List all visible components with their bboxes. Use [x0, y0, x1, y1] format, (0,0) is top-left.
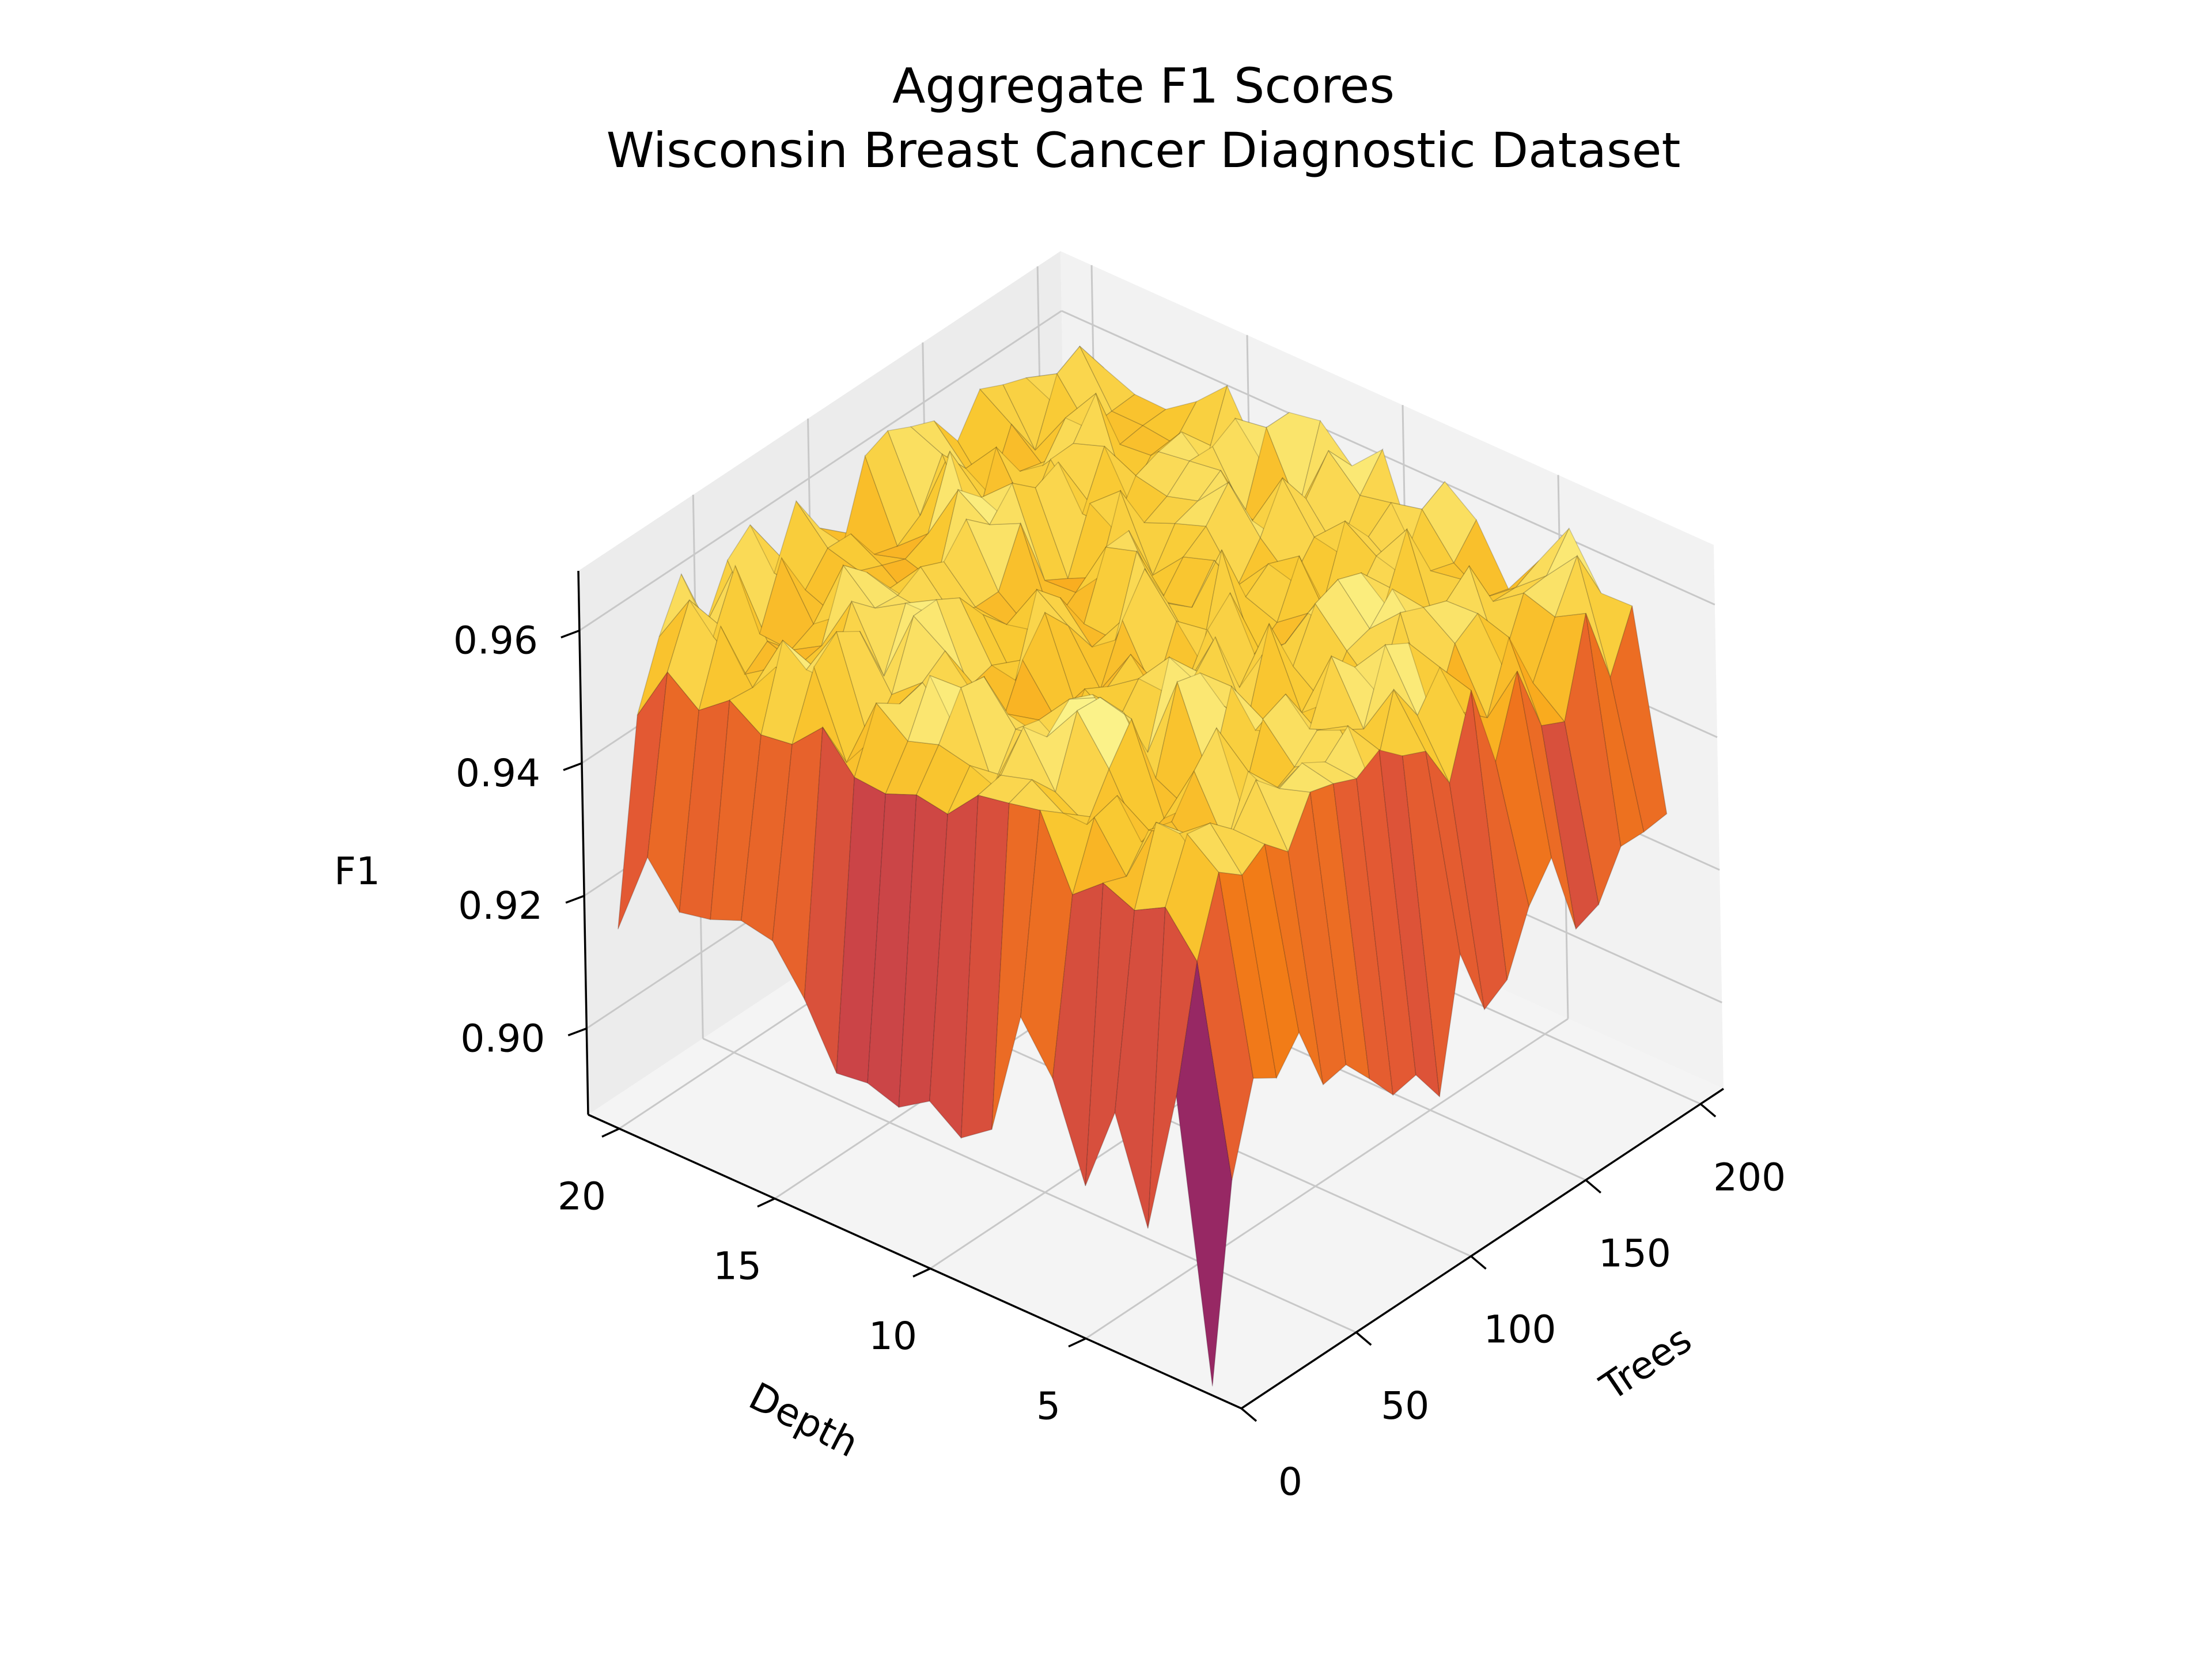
surface-facet — [1111, 393, 1167, 426]
surface-facet — [1609, 605, 1668, 833]
y-tick-label: 5 — [1036, 1384, 1060, 1429]
y-tick-mark — [1068, 1337, 1086, 1348]
surface-facet — [1266, 412, 1321, 511]
x-tick-label: 150 — [1599, 1232, 1671, 1276]
chart-subtitle: Wisconsin Breast Cancer Diagnostic Datas… — [607, 122, 1681, 179]
chart-title: Aggregate F1 Scores — [892, 58, 1395, 114]
x-tick-mark — [1240, 1407, 1257, 1422]
grid-z-side — [1061, 310, 1715, 605]
z-tick-mark — [565, 895, 585, 904]
y-tick-label: 10 — [869, 1314, 917, 1358]
x-tick-label: 100 — [1484, 1308, 1556, 1352]
axis-lines — [577, 570, 1724, 1410]
surface-facet — [1546, 527, 1602, 594]
y-tick-label: 20 — [558, 1174, 606, 1218]
x-tick-label: 50 — [1381, 1384, 1429, 1428]
y-tick-mark — [757, 1198, 775, 1208]
y-tick-mark — [601, 1127, 620, 1138]
surface-facet — [1516, 528, 1570, 588]
x-tick-label: 200 — [1713, 1155, 1786, 1199]
grid-z-back — [579, 310, 1062, 631]
z-axis-line — [577, 570, 589, 1115]
y-axis-label: Depth — [742, 1374, 865, 1466]
z-tick-label: 0.90 — [460, 1016, 545, 1060]
z-tick-mark — [567, 1027, 587, 1036]
surface-facet — [1485, 560, 1539, 598]
y-tick-label: 15 — [713, 1244, 762, 1289]
z-tick-label: 0.96 — [453, 619, 538, 663]
y-axis-line — [588, 1113, 1242, 1410]
z-axis-label: F1 — [334, 849, 380, 893]
z-tick-mark — [563, 762, 582, 771]
tick-labels: 0 50 100 150 200 5 10 15 20 0.90 0.92 0.94 0.96 — [453, 619, 1786, 1504]
z-tick-label: 0.94 — [456, 751, 540, 796]
f1-surface — [618, 345, 1668, 1387]
y-tick-mark — [912, 1267, 931, 1278]
x-tick-mark — [1355, 1331, 1372, 1346]
x-tick-mark — [1700, 1103, 1717, 1118]
grid-y-floor — [1085, 1018, 1569, 1339]
grid-x-floor — [702, 1037, 1357, 1334]
x-axis-label: Trees — [1592, 1317, 1699, 1410]
surface-facet — [1079, 346, 1136, 412]
z-tick-label: 0.92 — [458, 884, 543, 928]
surface-facet — [1328, 448, 1384, 497]
x-tick-mark — [1585, 1179, 1601, 1194]
z-tick-mark — [560, 629, 580, 639]
x-tick-label: 0 — [1278, 1460, 1302, 1504]
x-axis-line — [1241, 1088, 1724, 1410]
x-tick-mark — [1470, 1255, 1487, 1270]
